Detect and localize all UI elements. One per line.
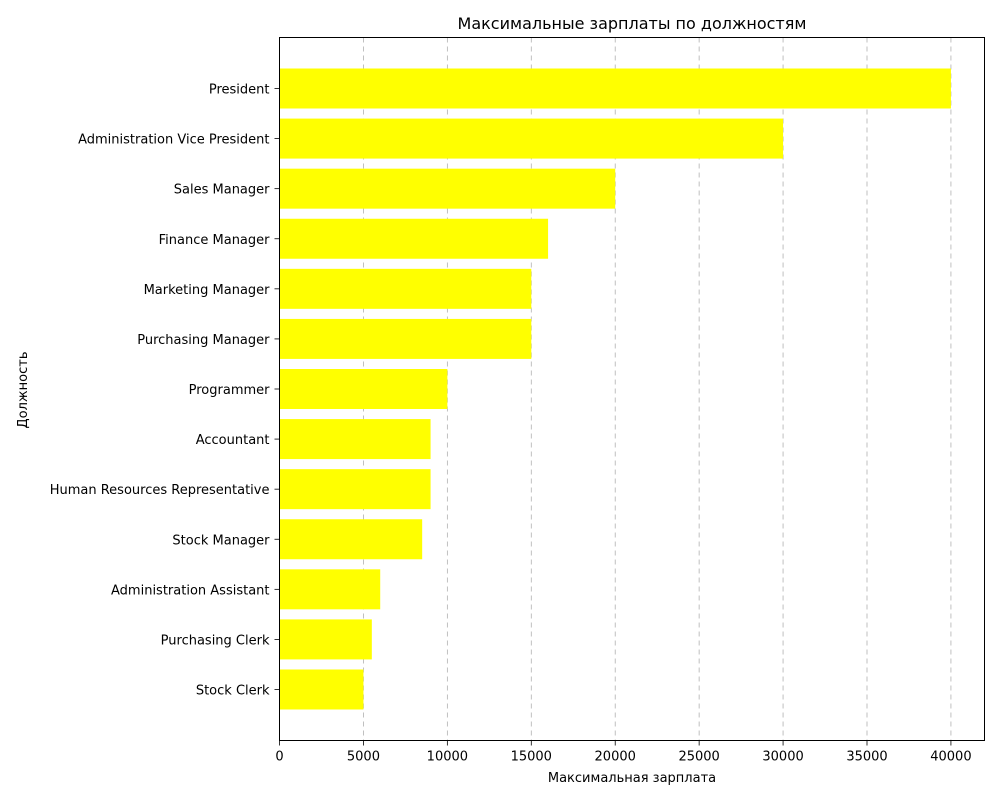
x-tick-label: 0 bbox=[275, 750, 283, 765]
bar bbox=[279, 118, 784, 159]
y-tick-label: Administration Vice President bbox=[78, 133, 269, 148]
y-tick-label: Purchasing Manager bbox=[137, 333, 270, 348]
y-tick-label: Finance Manager bbox=[159, 233, 271, 248]
y-tick-label: Administration Assistant bbox=[111, 583, 269, 598]
x-tick-label: 20000 bbox=[595, 750, 636, 765]
y-tick-label: Accountant bbox=[196, 433, 270, 448]
y-tick-label: Programmer bbox=[189, 383, 271, 398]
bars bbox=[279, 68, 951, 710]
bar bbox=[279, 168, 616, 209]
bar bbox=[279, 569, 381, 610]
y-tick-label: Marketing Manager bbox=[144, 283, 271, 298]
bar bbox=[279, 619, 372, 660]
x-tick-label: 25000 bbox=[678, 750, 719, 765]
x-axis-ticks: 0 5000 10000 15000 20000 25000 30000 35000 40000 bbox=[275, 740, 972, 765]
bar bbox=[279, 369, 448, 409]
y-axis-ticks: President Administration Vice President Sa… bbox=[50, 83, 280, 699]
bar bbox=[279, 318, 532, 359]
y-axis-label: Должность bbox=[16, 352, 31, 429]
bar bbox=[279, 268, 532, 309]
x-tick-label: 35000 bbox=[846, 750, 887, 765]
x-tick-label: 15000 bbox=[511, 750, 552, 765]
x-tick-label: 5000 bbox=[347, 750, 380, 765]
bar bbox=[279, 68, 951, 109]
x-tick-label: 30000 bbox=[762, 750, 803, 765]
y-tick-label: Stock Manager bbox=[172, 533, 270, 548]
y-tick-label: Sales Manager bbox=[174, 183, 270, 198]
bar bbox=[279, 519, 423, 560]
y-tick-label: Human Resources Representative bbox=[50, 483, 270, 498]
bar bbox=[279, 218, 549, 259]
bar bbox=[279, 669, 364, 710]
bar bbox=[279, 469, 431, 510]
x-tick-label: 10000 bbox=[427, 750, 468, 765]
bar bbox=[279, 419, 431, 460]
chart-title: Максимальные зарплаты по должностям bbox=[458, 14, 807, 33]
x-axis-label: Максимальная зарплата bbox=[548, 771, 716, 786]
y-tick-label: President bbox=[209, 83, 270, 98]
y-tick-label: Stock Clerk bbox=[196, 684, 270, 699]
x-tick-label: 40000 bbox=[930, 750, 971, 765]
y-tick-label: Purchasing Clerk bbox=[161, 633, 270, 648]
